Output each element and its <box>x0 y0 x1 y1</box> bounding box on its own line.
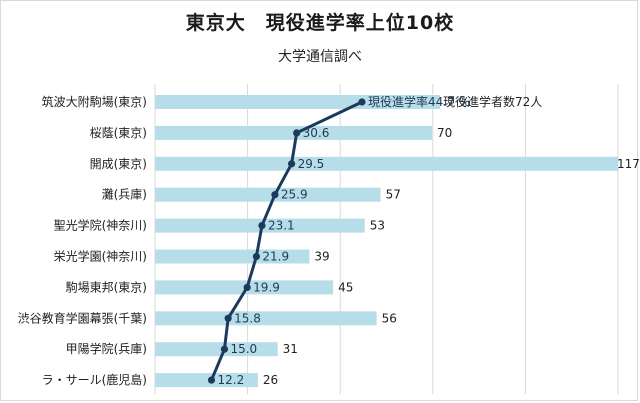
rate-label: 現役進学率44.7 % <box>368 94 470 109</box>
category-label: 渋谷教育学園幕張(千葉) <box>18 310 147 325</box>
count-label: 39 <box>314 250 329 264</box>
count-label: 117 <box>617 157 640 171</box>
category-label: 駒場東邦(東京) <box>66 280 147 294</box>
count-label: 56 <box>382 311 397 325</box>
category-label: 栄光学園(神奈川) <box>54 249 147 264</box>
chart-title: 東京大 現役進学率上位10校 <box>185 12 455 34</box>
rate-label: 19.9 <box>253 280 280 294</box>
count-label: 45 <box>338 280 353 294</box>
rate-label: 23.1 <box>268 219 295 233</box>
category-label: 甲陽学院(兵庫) <box>66 341 147 356</box>
rate-line <box>207 98 366 384</box>
rate-labels: 現役進学率44.7 % 30.6 29.5 25.9 23.1 21.9 19.9 15.8 1… <box>217 94 469 387</box>
rate-label: 25.9 <box>281 188 308 202</box>
rate-point <box>258 222 266 230</box>
count-bar <box>155 311 377 326</box>
rate-point <box>358 98 366 106</box>
rate-label: 15.8 <box>234 311 261 325</box>
count-label: 31 <box>283 342 298 356</box>
count-bars <box>155 95 618 388</box>
rate-point <box>243 283 251 291</box>
category-labels: 筑波大附駒場(東京) 桜蔭(東京) 開成(東京) 灘(兵庫) 聖光学院(神奈川) 栄光学園… <box>18 94 147 387</box>
rate-label: 15.0 <box>230 342 257 356</box>
rate-label: 30.6 <box>303 126 330 140</box>
category-label: 筑波大附駒場(東京) <box>42 94 147 109</box>
rate-point <box>220 345 229 353</box>
rate-label: 21.9 <box>262 250 289 264</box>
count-bar <box>155 156 618 171</box>
count-label: 70 <box>437 126 452 140</box>
rate-line-path <box>210 100 363 381</box>
count-label: 53 <box>370 219 385 233</box>
count-label: 現役進学者数72人 <box>443 94 542 109</box>
count-label: 57 <box>386 188 401 202</box>
category-label: 聖光学院(神奈川) <box>54 218 147 233</box>
count-bar <box>155 187 381 202</box>
rate-label: 12.2 <box>217 373 244 387</box>
count-bar <box>155 249 310 264</box>
category-label: ラ・サール(鹿児島) <box>42 372 147 387</box>
rate-point <box>207 376 216 384</box>
rate-point <box>252 252 260 261</box>
rate-point <box>224 314 232 322</box>
count-label: 26 <box>263 373 278 387</box>
count-bar <box>155 373 258 388</box>
count-bar <box>155 342 278 357</box>
count-bar <box>155 95 440 109</box>
category-label: 灘(兵庫) <box>102 188 147 202</box>
rate-point <box>287 160 296 168</box>
chart-subtitle: 大学通信調べ <box>278 49 362 65</box>
rate-point <box>271 191 279 199</box>
rate-point <box>293 129 301 137</box>
category-label: 開成(東京) <box>90 157 147 171</box>
rate-label: 29.5 <box>298 157 325 171</box>
count-labels: 現役進学者数72人 70 117 57 53 39 45 56 31 26 <box>263 94 640 387</box>
category-label: 桜蔭(東京) <box>90 126 147 140</box>
